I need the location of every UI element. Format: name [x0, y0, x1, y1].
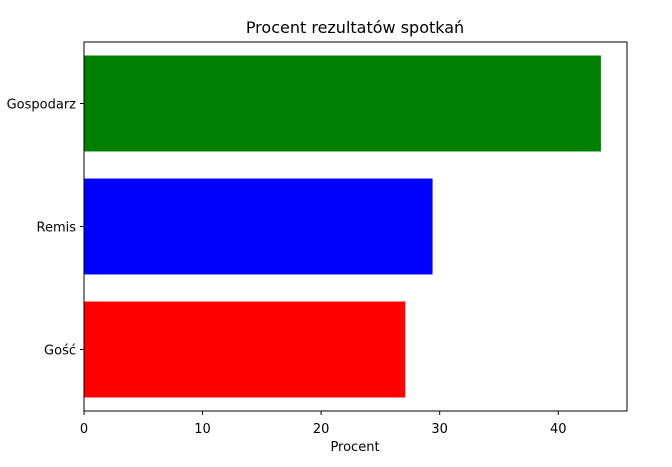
bar-gosc — [84, 301, 406, 398]
x-tick-label: 10 — [194, 422, 211, 437]
bar-gospodarz — [84, 55, 601, 152]
y-axis: Gospodarz Remis Gość — [7, 98, 84, 359]
bars-group — [84, 55, 601, 398]
x-tick-label: 30 — [431, 422, 448, 437]
x-tick-label: 40 — [550, 422, 567, 437]
x-tick-label: 20 — [313, 422, 330, 437]
x-axis-label: Procent — [330, 440, 379, 455]
bar-remis — [84, 178, 433, 275]
chart-title: Procent rezultatów spotkań — [246, 18, 464, 37]
y-tick-label: Gospodarz — [7, 98, 77, 113]
x-tick-label: 0 — [80, 422, 88, 437]
y-tick-label: Remis — [37, 221, 77, 236]
x-axis: 0 10 20 30 40 — [80, 411, 567, 437]
y-tick-label: Gość — [44, 344, 76, 359]
